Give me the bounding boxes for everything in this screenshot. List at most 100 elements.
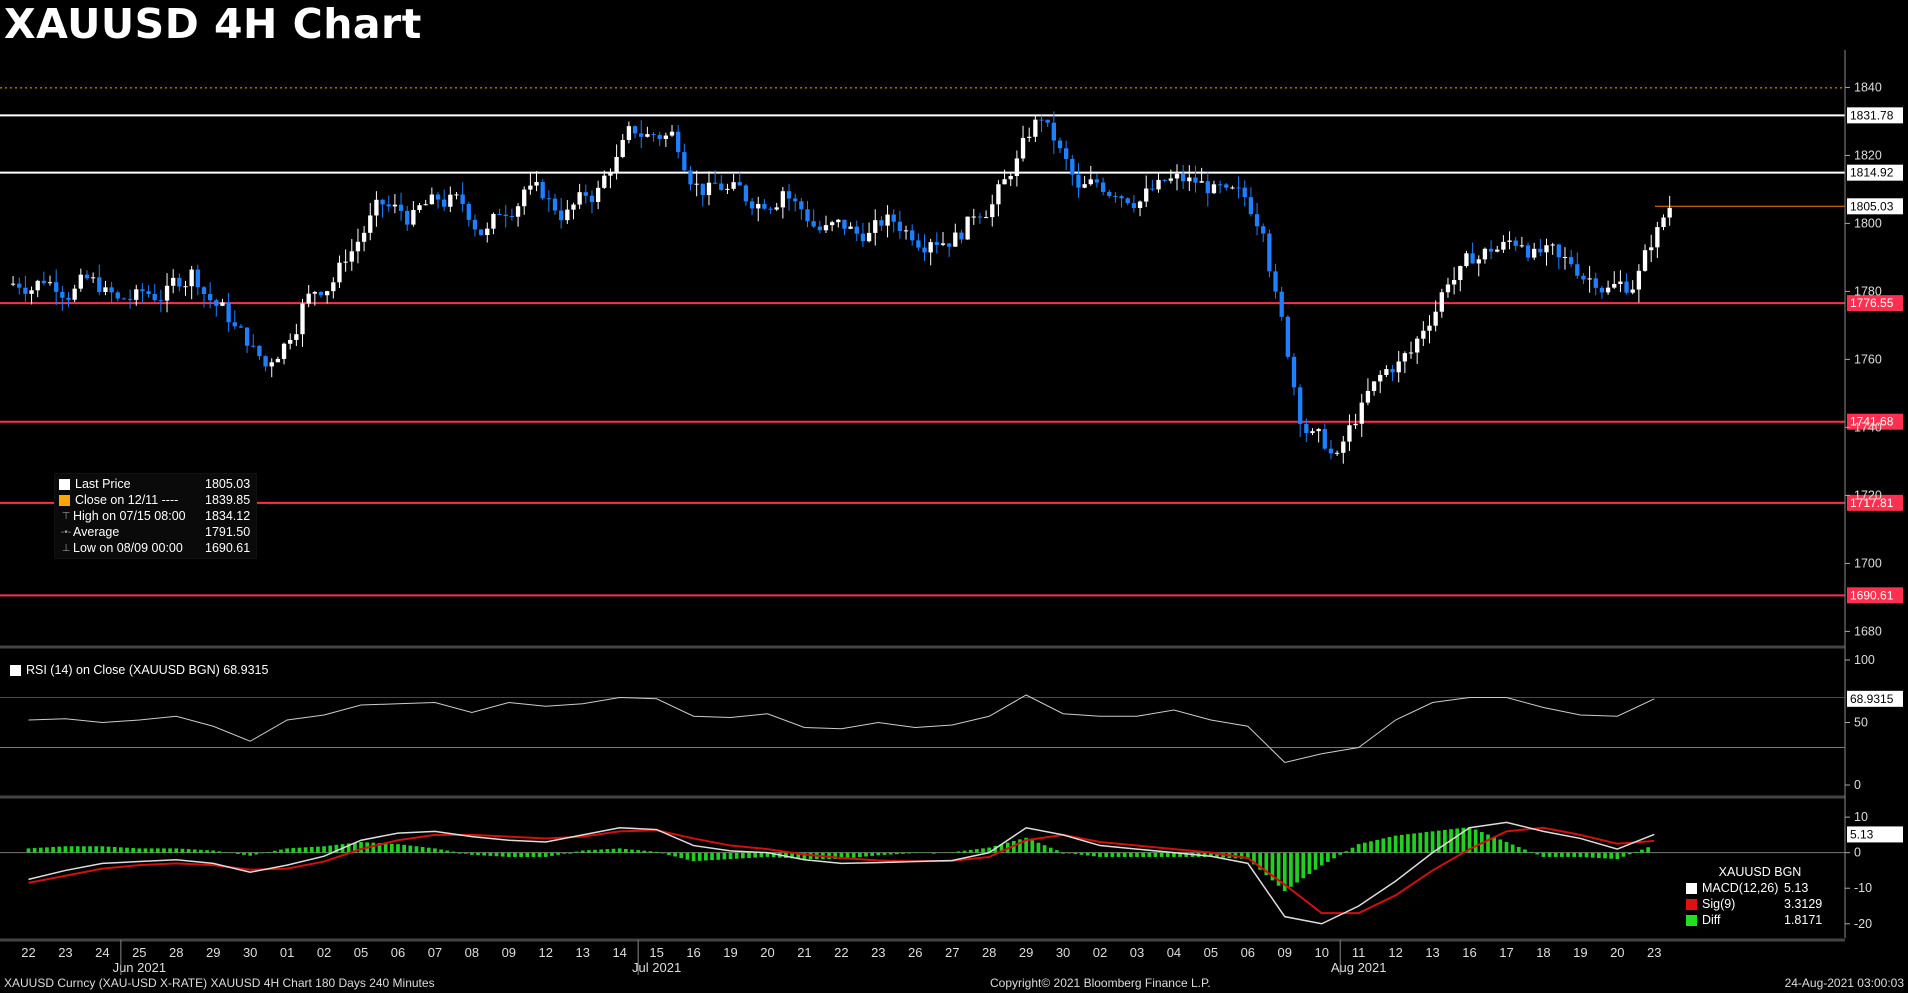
macd-histogram-bar — [519, 852, 523, 857]
macd-histogram-bar — [654, 851, 659, 853]
candle-body — [645, 134, 650, 137]
candle-body — [1396, 361, 1401, 373]
candle-body — [823, 225, 829, 231]
macd-tick-label: 0 — [1854, 846, 1861, 860]
macd-histogram-bar — [617, 848, 622, 853]
macd-histogram-bar — [611, 848, 616, 853]
candle-body — [1199, 181, 1204, 183]
candle-body — [756, 203, 761, 209]
candle-body — [1415, 338, 1420, 353]
macd-histogram-bar — [1406, 834, 1410, 853]
candle-body — [1507, 240, 1512, 242]
macd-histogram-bar — [975, 849, 979, 853]
month-label: Jul 2021 — [632, 960, 681, 975]
macd-histogram-bar — [1597, 852, 1601, 858]
macd-histogram-bar — [433, 848, 437, 853]
candle-body — [478, 229, 484, 236]
x-tick-label: 12 — [1388, 945, 1402, 960]
candle-body — [288, 339, 293, 344]
legend-row-prev-close: Close on 12/11 ---- 1839.85 — [59, 492, 250, 508]
macd-histogram-bar — [353, 842, 357, 853]
candle-body — [528, 185, 533, 190]
candle-body — [164, 285, 170, 301]
macd-histogram-bar — [346, 843, 351, 853]
legend-row-high: ⊤ High on 07/15 08:00 1834.12 — [59, 508, 251, 524]
macd-histogram-bar — [279, 849, 283, 853]
candle-body — [836, 219, 841, 223]
macd-histogram-bar — [1319, 852, 1324, 866]
macd-histogram-bar — [383, 843, 388, 853]
candle-body — [1254, 214, 1260, 227]
rsi-legend-label: RSI (14) on Close (XAUUSD BGN) 68.9315 — [26, 663, 269, 677]
candle-body — [152, 294, 157, 301]
candle-body — [780, 191, 786, 208]
macd-histogram-bar — [593, 849, 597, 853]
macd-value-box — [1847, 826, 1903, 843]
candle-body — [251, 345, 256, 347]
macd-histogram-bar — [1387, 837, 1392, 853]
candle-body — [1556, 244, 1561, 258]
month-label: Jun 2021 — [113, 960, 167, 975]
macd-histogram-bar — [1258, 852, 1262, 870]
x-tick-label: 30 — [1056, 945, 1070, 960]
candle-body — [946, 243, 952, 247]
candle-body — [1242, 187, 1247, 198]
macd-histogram-bar — [248, 852, 253, 856]
macd-histogram-bar — [494, 852, 499, 857]
macd-histogram-bar — [476, 852, 480, 856]
prev-close-swatch — [59, 494, 70, 506]
macd-histogram-bar — [420, 846, 425, 853]
candle-body — [1482, 248, 1488, 260]
candle-body — [1390, 369, 1395, 373]
candle-body — [1341, 441, 1346, 453]
candle-body — [731, 182, 736, 189]
macd-histogram-bar — [648, 851, 653, 853]
candle-body — [1470, 253, 1475, 264]
x-tick-label: 25 — [132, 945, 146, 960]
candle-body — [1618, 281, 1623, 284]
macd-histogram-bar — [106, 846, 111, 853]
macd-histogram-bar — [716, 852, 721, 860]
macd-histogram-bar — [1048, 847, 1053, 853]
x-tick-label: 06 — [391, 945, 405, 960]
macd-histogram-bar — [155, 848, 160, 853]
candle-body — [602, 175, 607, 188]
macd-histogram-bar — [1295, 852, 1299, 883]
level-label-box — [1847, 587, 1903, 604]
x-tick-label: 28 — [982, 945, 996, 960]
candle-body — [281, 343, 287, 359]
candle-body — [1636, 270, 1642, 290]
candle-body — [1063, 148, 1069, 159]
macd-histogram-bar — [697, 852, 702, 861]
candle-body — [1291, 356, 1297, 388]
macd-histogram-bar — [765, 852, 770, 857]
macd-histogram-bar — [125, 847, 129, 853]
candle-body — [1458, 266, 1463, 281]
macd-histogram-bar — [1042, 845, 1047, 853]
macd-histogram-bar — [1264, 852, 1269, 876]
candle-body — [90, 277, 96, 279]
rsi-value-box — [1847, 690, 1903, 707]
candle-body — [977, 216, 983, 218]
price-tick-label: 1740 — [1854, 420, 1882, 434]
price-legend: Last Price 1805.03 Close on 12/11 ---- 1… — [54, 473, 258, 559]
macd-histogram-bar — [864, 852, 868, 857]
macd-histogram-bar — [968, 849, 973, 853]
macd-histogram-bar — [728, 852, 733, 860]
macd-histogram-bar — [328, 845, 333, 853]
candle-body — [417, 205, 422, 210]
candle-body — [491, 213, 496, 229]
macd-histogram-bar — [1141, 852, 1145, 857]
footer-security: XAUUSD Curncy (XAU-USD X-RATE) XAUUSD 4H… — [4, 976, 435, 990]
x-tick-label: 14 — [612, 945, 626, 960]
candle-body — [386, 204, 391, 207]
candle-body — [632, 126, 638, 134]
macd-histogram-bar — [1467, 827, 1472, 853]
macd-histogram-bar — [205, 850, 209, 853]
macd-histogram-bar — [1498, 839, 1503, 853]
candle-body — [429, 194, 435, 205]
candle-body — [1002, 179, 1007, 185]
x-tick-label: 12 — [539, 945, 553, 960]
candle-body — [1285, 316, 1291, 357]
candle-body — [1488, 248, 1494, 252]
